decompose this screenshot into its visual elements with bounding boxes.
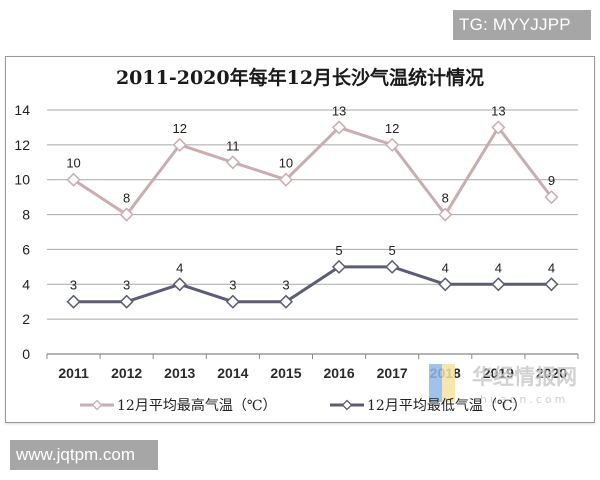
- x-tick-label: 2013: [164, 365, 195, 381]
- diamond-marker-icon: [544, 277, 559, 292]
- diamond-marker-icon: [119, 207, 134, 222]
- watermark-logo-blue: [429, 364, 442, 402]
- diamond-marker-icon: [544, 190, 559, 205]
- data-label: 10: [66, 156, 80, 171]
- chart-title: 2011-2020年每年12月长沙气温统计情况: [116, 66, 484, 89]
- diamond-marker-icon: [438, 277, 453, 292]
- data-label: 12: [173, 121, 187, 136]
- y-tick-label: 8: [22, 207, 30, 223]
- y-tick-label: 14: [14, 102, 30, 118]
- watermark-logo-yellow: [442, 364, 455, 402]
- diamond-marker-icon: [385, 137, 400, 152]
- y-tick-label: 10: [14, 172, 30, 188]
- series-lines: 10 8 12 11 10 13 12 8 13 9 3 3 4 3 3 5 5 4 4 4: [66, 103, 559, 309]
- data-label: 3: [229, 278, 236, 293]
- data-label: 3: [282, 278, 289, 293]
- y-tick-label: 12: [14, 137, 30, 153]
- chart-frame: [5, 56, 595, 423]
- diamond-marker-icon: [385, 259, 400, 274]
- y-axis-tick-labels: 0 2 4 6 8 10 12 14: [14, 102, 30, 362]
- diamond-marker-icon: [278, 172, 294, 187]
- diamond-marker-icon: [91, 399, 103, 411]
- legend-item: 12月平均最高气温（℃）: [80, 397, 276, 414]
- diamond-marker-icon: [491, 277, 506, 292]
- data-label: 4: [548, 260, 555, 275]
- x-tick-label: 2017: [377, 365, 408, 381]
- x-tick-label: 2016: [323, 365, 354, 381]
- data-label: 8: [123, 191, 130, 206]
- diamond-marker-icon: [278, 294, 294, 309]
- legend-label: 12月平均最高气温（℃）: [117, 397, 276, 414]
- x-tick-label: 2014: [217, 365, 248, 381]
- diamond-marker-icon: [66, 294, 81, 309]
- watermark: 华经情报网 huaon.com: [429, 364, 577, 406]
- diamond-marker-icon: [172, 137, 187, 152]
- diamond-marker-icon: [66, 172, 81, 187]
- data-label: 4: [176, 260, 183, 275]
- y-tick-label: 2: [22, 311, 30, 327]
- data-label: 4: [495, 260, 502, 275]
- diamond-marker-icon: [172, 277, 187, 292]
- y-tick-label: 4: [22, 276, 30, 292]
- data-label: 10: [279, 156, 293, 171]
- diamond-marker-icon: [225, 155, 240, 170]
- diamond-marker-icon: [331, 120, 347, 135]
- data-label: 12: [385, 121, 399, 136]
- y-tick-label: 0: [22, 346, 30, 362]
- watermark-subtext: huaon.com: [480, 393, 568, 406]
- diamond-marker-icon: [225, 294, 240, 309]
- legend-label: 12月平均最低气温（℃）: [367, 398, 526, 414]
- series-low-temp: 3 3 4 3 3 5 5 4 4 4: [66, 243, 559, 309]
- diamond-marker-icon: [341, 399, 353, 411]
- diamond-marker-icon: [491, 120, 506, 135]
- legend: 12月平均最高气温（℃） 12月平均最低气温（℃）: [80, 397, 526, 414]
- series-line: [72, 125, 553, 217]
- data-label: 4: [442, 260, 449, 275]
- x-tick-label: 2020: [536, 365, 567, 381]
- x-tick-label: 2015: [270, 365, 301, 381]
- y-tick-label: 6: [22, 241, 30, 257]
- tg-watermark-badge: TG: MYYJJPP: [453, 10, 591, 40]
- x-tick-label: 2019: [483, 365, 514, 381]
- series-high-temp: 10 8 12 11 10 13 12 8 13 9: [66, 103, 559, 222]
- data-label: 13: [491, 103, 505, 118]
- x-tick-label: 2012: [111, 365, 142, 381]
- series-line: [73, 265, 552, 304]
- x-tick-label: 2011: [58, 365, 89, 381]
- watermark-text: 华经情报网: [472, 365, 577, 389]
- diamond-marker-icon: [119, 294, 134, 309]
- diamond-marker-icon: [331, 259, 347, 274]
- data-label: 5: [389, 243, 396, 258]
- gridlines: [47, 109, 578, 320]
- data-label: 11: [226, 138, 240, 153]
- data-label: 5: [335, 243, 342, 258]
- diamond-marker-icon: [438, 207, 453, 222]
- site-url-badge: www.jqtpm.com: [10, 440, 158, 470]
- data-label: 13: [332, 103, 346, 118]
- data-label: 3: [123, 278, 130, 293]
- data-label: 9: [548, 173, 555, 188]
- data-label: 3: [70, 278, 77, 293]
- legend-item: 12月平均最低气温（℃）: [330, 398, 526, 414]
- data-label: 8: [442, 191, 449, 206]
